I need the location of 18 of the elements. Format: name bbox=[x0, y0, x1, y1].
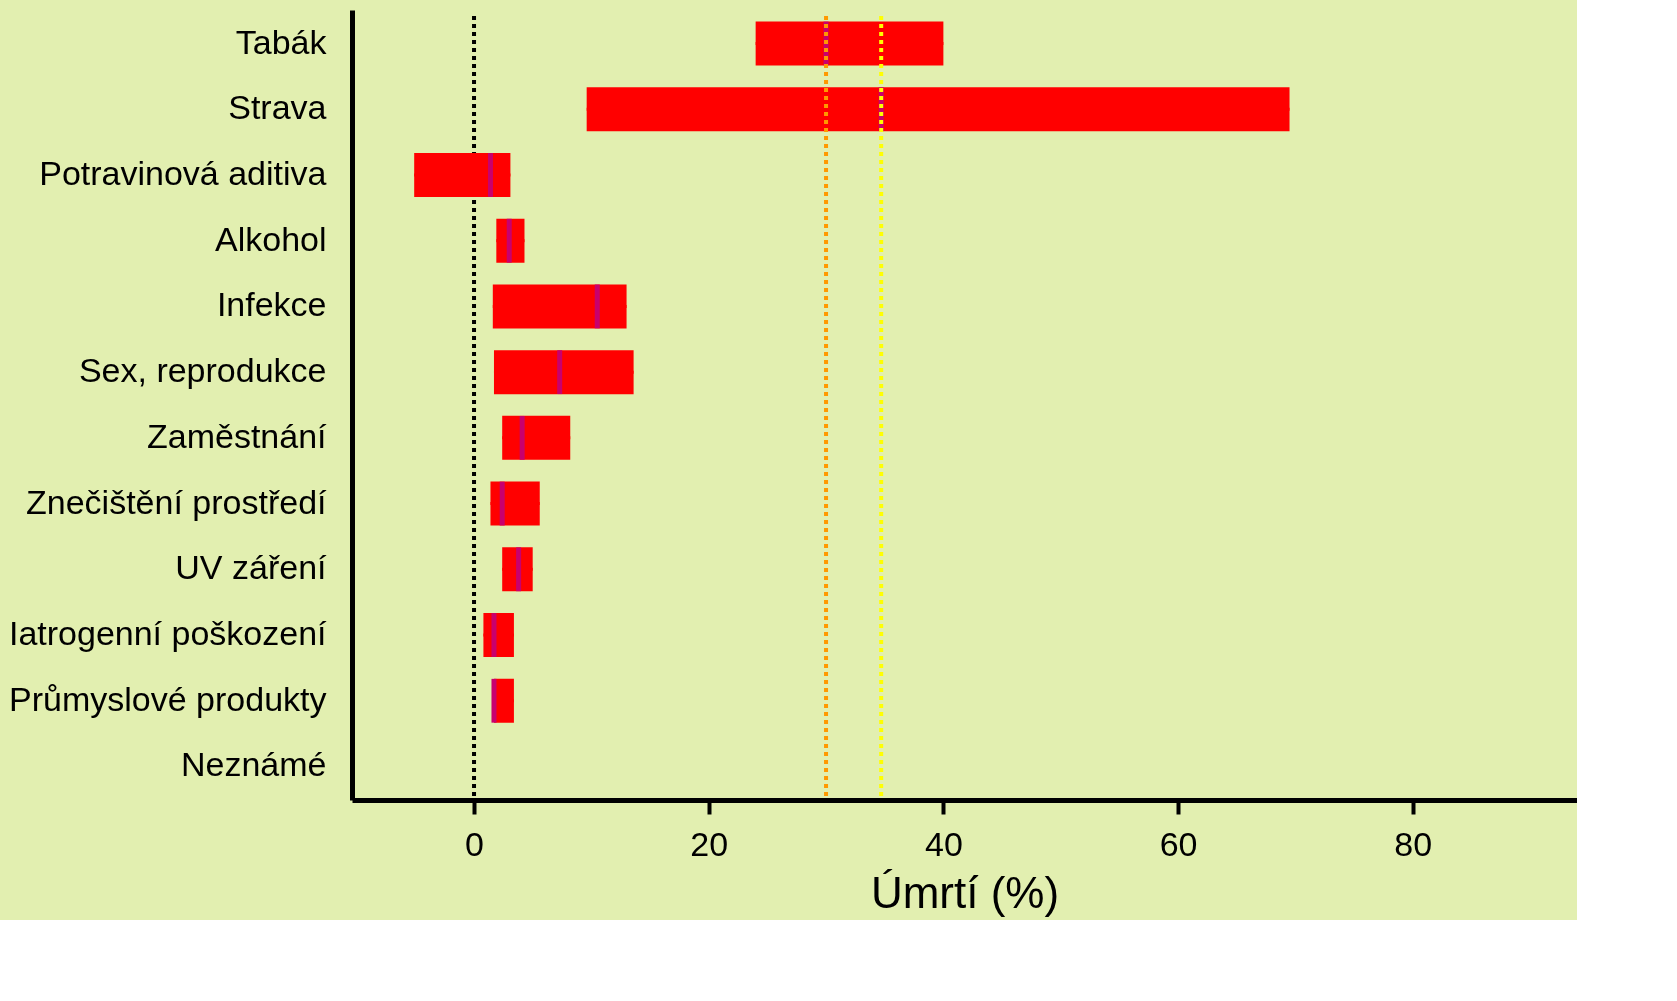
y-tick-label: Znečištění prostředí bbox=[26, 482, 328, 521]
x-tick-label: 0 bbox=[465, 824, 484, 863]
y-tick-label: Neznámé bbox=[180, 745, 327, 784]
y-tick-label: Strava bbox=[228, 88, 327, 127]
y-tick-label: Potravinová aditiva bbox=[39, 153, 327, 192]
x-axis-title: Úmrtí (%) bbox=[870, 867, 1060, 917]
y-tick-label: Iatrogenní poškození bbox=[8, 614, 328, 653]
y-tick-label: UV záření bbox=[175, 548, 328, 587]
x-tick-label: 40 bbox=[924, 824, 963, 863]
y-tick-label: Zaměstnání bbox=[146, 416, 328, 455]
y-tick-label: Sex, reprodukce bbox=[78, 351, 327, 390]
x-tick-label: 20 bbox=[690, 824, 729, 863]
x-tick-label: 60 bbox=[1159, 824, 1198, 863]
y-tick-label: Alkohol bbox=[214, 219, 327, 258]
y-tick-label: Infekce bbox=[216, 285, 327, 324]
y-tick-label: Tabák bbox=[235, 22, 328, 61]
x-tick-label: 80 bbox=[1394, 824, 1433, 863]
y-tick-label: Průmyslové produkty bbox=[9, 679, 327, 718]
